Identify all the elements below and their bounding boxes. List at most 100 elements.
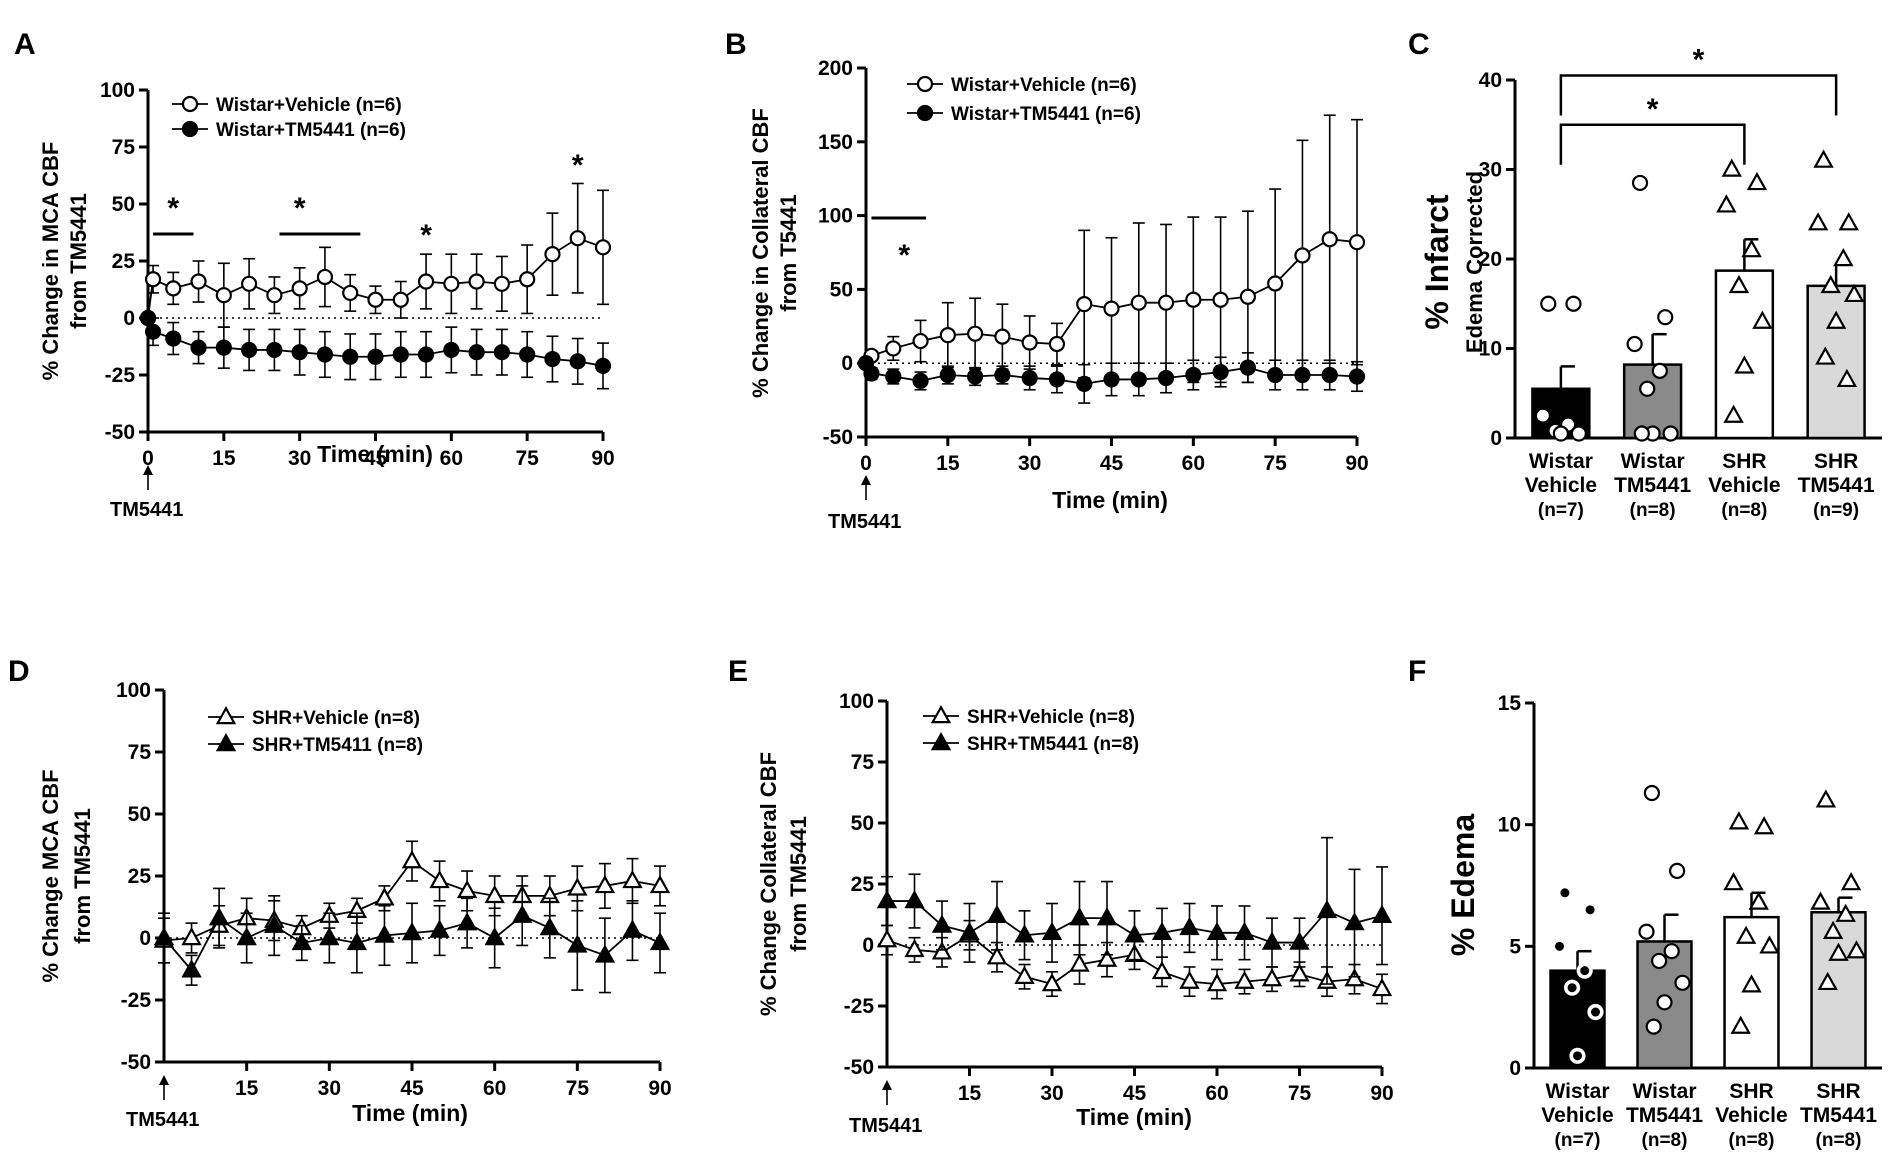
data-point	[967, 368, 984, 385]
x-tick-label: 30	[1040, 1082, 1063, 1105]
data-point	[1179, 916, 1200, 936]
data-point	[1344, 968, 1365, 987]
panel-d: D -50 -25 0 25 50 75 100 15 30 45 60 75 90 Time (min)%…	[8, 655, 672, 1131]
x-tick-label: 30	[288, 447, 311, 470]
data-point	[1014, 924, 1035, 943]
y-tick-label: 5	[1509, 935, 1521, 958]
data-point	[863, 365, 880, 382]
x-tick-label: 15	[235, 1077, 259, 1100]
data-point	[1124, 924, 1145, 943]
category-label: Wistar	[1621, 450, 1685, 473]
individual-point	[1643, 784, 1661, 802]
category-label: Wistar	[1529, 450, 1593, 473]
data-point	[1239, 359, 1256, 376]
legend-label: Wistar+Vehicle (n=6)	[951, 75, 1137, 96]
data-point	[1048, 335, 1066, 353]
data-point	[1021, 369, 1038, 387]
y-axis-title: from TM5441	[70, 808, 95, 944]
data-point	[885, 340, 902, 357]
data-point	[367, 291, 384, 308]
category-label: (n=8)	[1729, 1130, 1775, 1151]
data-point	[1021, 334, 1038, 351]
x-tick-label: 45	[1123, 1082, 1147, 1105]
data-point	[1185, 366, 1202, 384]
y-tick-label: 100	[116, 679, 151, 702]
data-point	[401, 850, 423, 869]
individual-point	[1734, 355, 1755, 374]
data-point	[1261, 968, 1283, 987]
data-point	[567, 934, 588, 953]
individual-point	[1716, 194, 1737, 213]
data-point	[374, 924, 395, 943]
data-point	[374, 887, 395, 906]
data-point	[1234, 921, 1255, 941]
category-label: (n=8)	[1721, 500, 1767, 521]
individual-point	[1828, 942, 1849, 961]
data-point	[1096, 907, 1118, 926]
injection-arrow-head	[882, 1080, 892, 1090]
individual-point	[1633, 425, 1650, 442]
individual-point	[1626, 335, 1643, 353]
y-tick-label: 25	[851, 873, 875, 896]
injection-label: TM5441	[126, 1109, 199, 1131]
y-axis-title: from TM5441	[786, 816, 811, 952]
x-tick-label: 75	[1288, 1082, 1312, 1105]
data-point	[986, 946, 1008, 965]
data-point	[319, 926, 340, 946]
individual-point	[1650, 952, 1668, 970]
data-point	[456, 879, 478, 899]
y-tick-label: 10	[1498, 814, 1521, 837]
y-tick-label: 100	[839, 690, 874, 713]
data-point	[904, 890, 925, 909]
legend-marker	[215, 705, 237, 725]
individual-point-core	[1573, 1051, 1582, 1061]
significance-star: *	[572, 149, 584, 182]
y-tick-label: 50	[851, 812, 874, 835]
category-label: (n=7)	[1555, 1130, 1601, 1151]
data-point	[1151, 921, 1173, 941]
data-point	[1157, 294, 1175, 311]
individual-point	[1759, 935, 1780, 954]
individual-point-core	[1580, 966, 1590, 976]
y-axis-title: % Edema	[1445, 814, 1481, 956]
individual-point	[1835, 903, 1856, 922]
y-tick-label: 100	[818, 205, 853, 228]
data-point	[1289, 931, 1310, 950]
data-point	[181, 959, 202, 978]
y-tick-label: 40	[1479, 69, 1502, 92]
data-point	[1267, 275, 1284, 292]
data-point	[1185, 291, 1202, 308]
panel-b: B -50 0 50 100 150 200 0 15 30 45 60 75 90 Time (min)%…	[725, 28, 1369, 533]
data-point	[468, 344, 485, 361]
y-tick-label: 100	[100, 79, 135, 102]
individual-point	[1807, 212, 1829, 231]
y-tick-label: 0	[862, 934, 874, 957]
data-point	[266, 341, 283, 359]
individual-point	[1730, 1015, 1751, 1034]
individual-point	[1723, 872, 1744, 891]
data-point	[215, 287, 232, 304]
data-point	[417, 273, 435, 290]
data-point	[456, 912, 478, 931]
data-point	[443, 275, 460, 292]
category-label: Vehicle	[1715, 1104, 1787, 1127]
series-2	[139, 309, 612, 390]
data-point	[190, 273, 207, 290]
data-point	[1261, 931, 1283, 950]
x-tick-label: 0	[142, 447, 154, 470]
individual-point	[1815, 346, 1836, 365]
data-point	[1103, 371, 1120, 388]
data-point	[1179, 970, 1200, 989]
individual-point-core	[1560, 888, 1570, 898]
data-point	[1289, 963, 1310, 982]
y-tick-label: 0	[841, 352, 853, 375]
legend-marker	[916, 75, 934, 93]
individual-point	[1565, 295, 1582, 312]
individual-point	[1674, 974, 1691, 991]
injection-label: TM5441	[828, 511, 901, 533]
category-label: (n=8)	[1630, 500, 1676, 521]
injection-label: TM5441	[849, 1115, 922, 1137]
data-point	[1239, 288, 1256, 305]
y-tick-label: 50	[112, 193, 135, 216]
